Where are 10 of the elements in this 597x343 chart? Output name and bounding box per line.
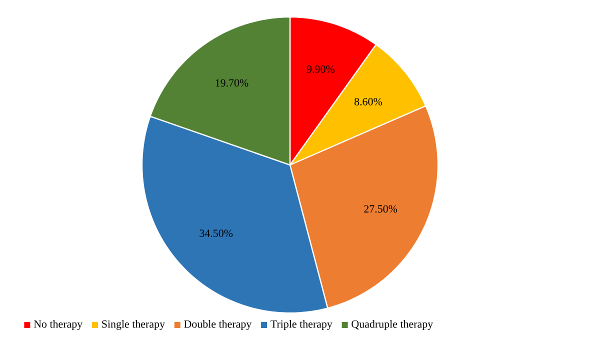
legend-label: No therapy — [34, 320, 83, 330]
data-label: 34.50% — [200, 230, 233, 238]
legend-label: Double therapy — [184, 320, 252, 330]
data-label: 8.60% — [354, 98, 382, 106]
legend-label: Quadruple therapy — [352, 320, 434, 330]
legend-label: Single therapy — [102, 320, 165, 330]
legend-label: Triple therapy — [270, 320, 332, 330]
data-label: 9.90% — [306, 65, 335, 73]
data-label: 27.50% — [364, 205, 398, 213]
data-label: 19.70% — [216, 79, 248, 87]
